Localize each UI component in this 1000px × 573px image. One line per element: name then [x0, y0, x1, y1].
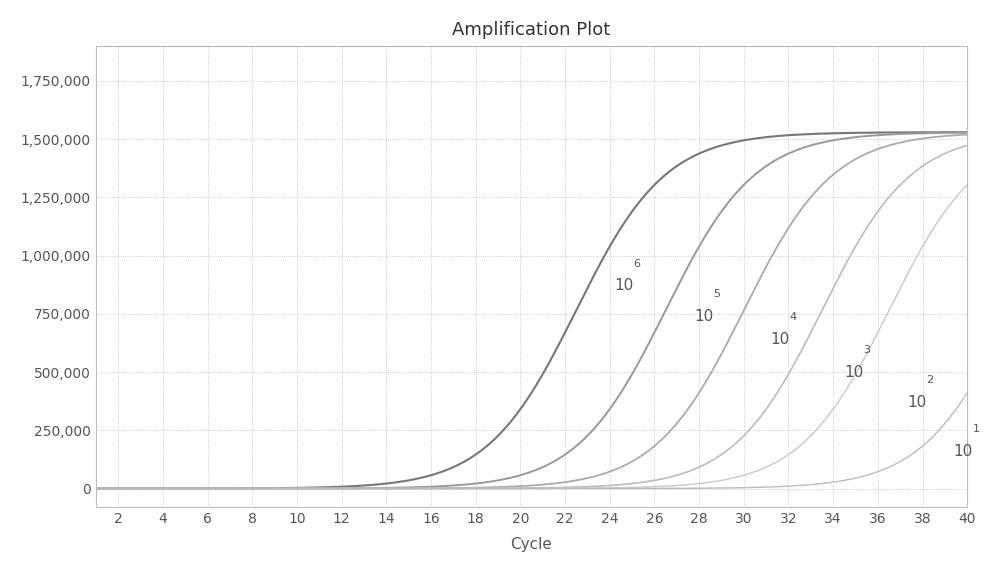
Text: 10: 10	[844, 364, 864, 379]
Text: 10: 10	[695, 309, 714, 324]
Title: Amplification Plot: Amplification Plot	[452, 21, 611, 39]
Text: 2: 2	[926, 375, 933, 385]
Text: 4: 4	[790, 312, 797, 323]
X-axis label: Cycle: Cycle	[511, 537, 552, 552]
Text: 1: 1	[973, 424, 980, 434]
Text: 5: 5	[714, 289, 721, 299]
Text: 10: 10	[907, 395, 926, 410]
Text: 10: 10	[771, 332, 790, 347]
Text: 6: 6	[633, 259, 640, 269]
Text: 3: 3	[863, 345, 870, 355]
Text: 10: 10	[614, 278, 633, 293]
Text: 10: 10	[954, 444, 973, 459]
